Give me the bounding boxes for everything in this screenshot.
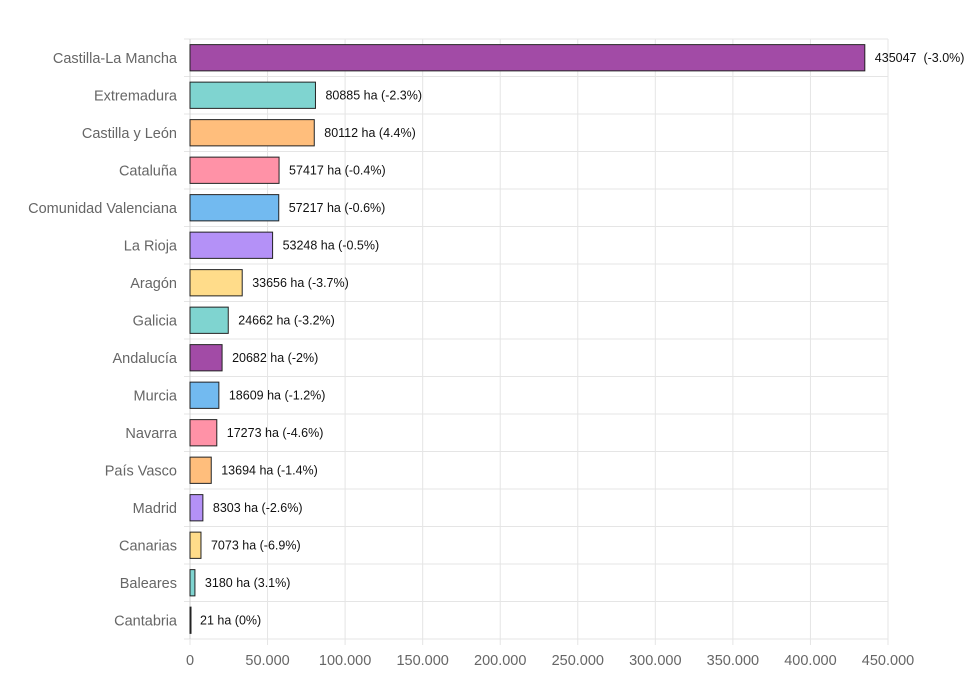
bar-extremadura[interactable] xyxy=(189,81,316,109)
bar-arag-n[interactable] xyxy=(189,269,243,297)
data-label: 53248 ha (-0.5%) xyxy=(283,238,380,252)
bar-murcia[interactable] xyxy=(189,381,220,409)
data-label: 80112 ha (4.4%) xyxy=(324,126,416,140)
x-tick-label: 200.000 xyxy=(474,653,526,669)
x-tick-label: 400.000 xyxy=(784,653,836,669)
x-tick-label: 300.000 xyxy=(629,653,681,669)
data-label: 8303 ha (-2.6%) xyxy=(213,501,303,515)
category-label: Comunidad Valenciana xyxy=(28,201,178,217)
bar-galicia[interactable] xyxy=(189,306,229,334)
x-tick-label: 0 xyxy=(186,653,194,669)
data-label: 7073 ha (-6.9%) xyxy=(211,538,301,552)
data-label: 18609 ha (-1.2%) xyxy=(229,388,326,402)
bar-la-rioja[interactable] xyxy=(189,231,274,259)
x-tick-label: 350.000 xyxy=(707,653,759,669)
bar-andaluc-a[interactable] xyxy=(189,344,223,372)
x-tick-label: 100.000 xyxy=(319,653,371,669)
data-label: 13694 ha (-1.4%) xyxy=(221,463,318,477)
category-label: Madrid xyxy=(133,501,177,517)
x-tick-label: 150.000 xyxy=(396,653,448,669)
category-label: Galicia xyxy=(133,313,178,329)
category-label: Cantabria xyxy=(114,613,178,629)
category-label: Canarias xyxy=(119,538,177,554)
data-label: 24662 ha (-3.2%) xyxy=(238,313,335,327)
category-label: Baleares xyxy=(120,576,177,592)
bar-madrid[interactable] xyxy=(189,494,204,522)
bar-comunidad-valenciana[interactable] xyxy=(189,194,280,222)
category-label: Aragón xyxy=(130,276,177,292)
x-tick-label: 450.000 xyxy=(862,653,914,669)
category-label: La Rioja xyxy=(124,238,178,254)
data-label: 435047 (-3.0%) xyxy=(875,51,965,65)
data-label: 3180 ha (3.1%) xyxy=(205,576,290,590)
bar-canarias[interactable] xyxy=(189,531,202,559)
data-label: 21 ha (0%) xyxy=(200,613,261,627)
bars xyxy=(189,44,866,634)
data-label: 33656 ha (-3.7%) xyxy=(252,276,349,290)
bar-castilla-la-mancha[interactable] xyxy=(189,44,866,72)
data-label: 57217 ha (-0.6%) xyxy=(289,201,386,215)
bar-cantabria[interactable] xyxy=(189,606,192,634)
x-tick-label: 250.000 xyxy=(552,653,604,669)
grid-lines xyxy=(184,38,889,645)
data-label: 57417 ha (-0.4%) xyxy=(289,163,386,177)
category-label: Navarra xyxy=(125,426,178,442)
bar-catalu-a[interactable] xyxy=(189,156,280,184)
x-tick-label: 50.000 xyxy=(245,653,289,669)
data-label: 20682 ha (-2%) xyxy=(232,351,318,365)
category-label: Extremadura xyxy=(94,88,178,104)
data-label: 17273 ha (-4.6%) xyxy=(227,426,324,440)
category-label: Castilla-La Mancha xyxy=(53,51,178,67)
category-label: Castilla y León xyxy=(82,126,177,142)
category-label: País Vasco xyxy=(105,463,177,479)
data-label: 80885 ha (-2.3%) xyxy=(325,88,422,102)
category-label: Andalucía xyxy=(113,351,178,367)
category-label: Cataluña xyxy=(119,163,178,179)
labels: 0 50.000 100.000 150.000 200.000 250.000 300.0… xyxy=(28,51,964,669)
bar-baleares[interactable] xyxy=(189,569,196,597)
bar-castilla-y-le-n[interactable] xyxy=(189,119,315,147)
bar-pa-s-vasco[interactable] xyxy=(189,456,212,484)
bar-navarra[interactable] xyxy=(189,419,218,447)
category-label: Murcia xyxy=(133,388,177,404)
